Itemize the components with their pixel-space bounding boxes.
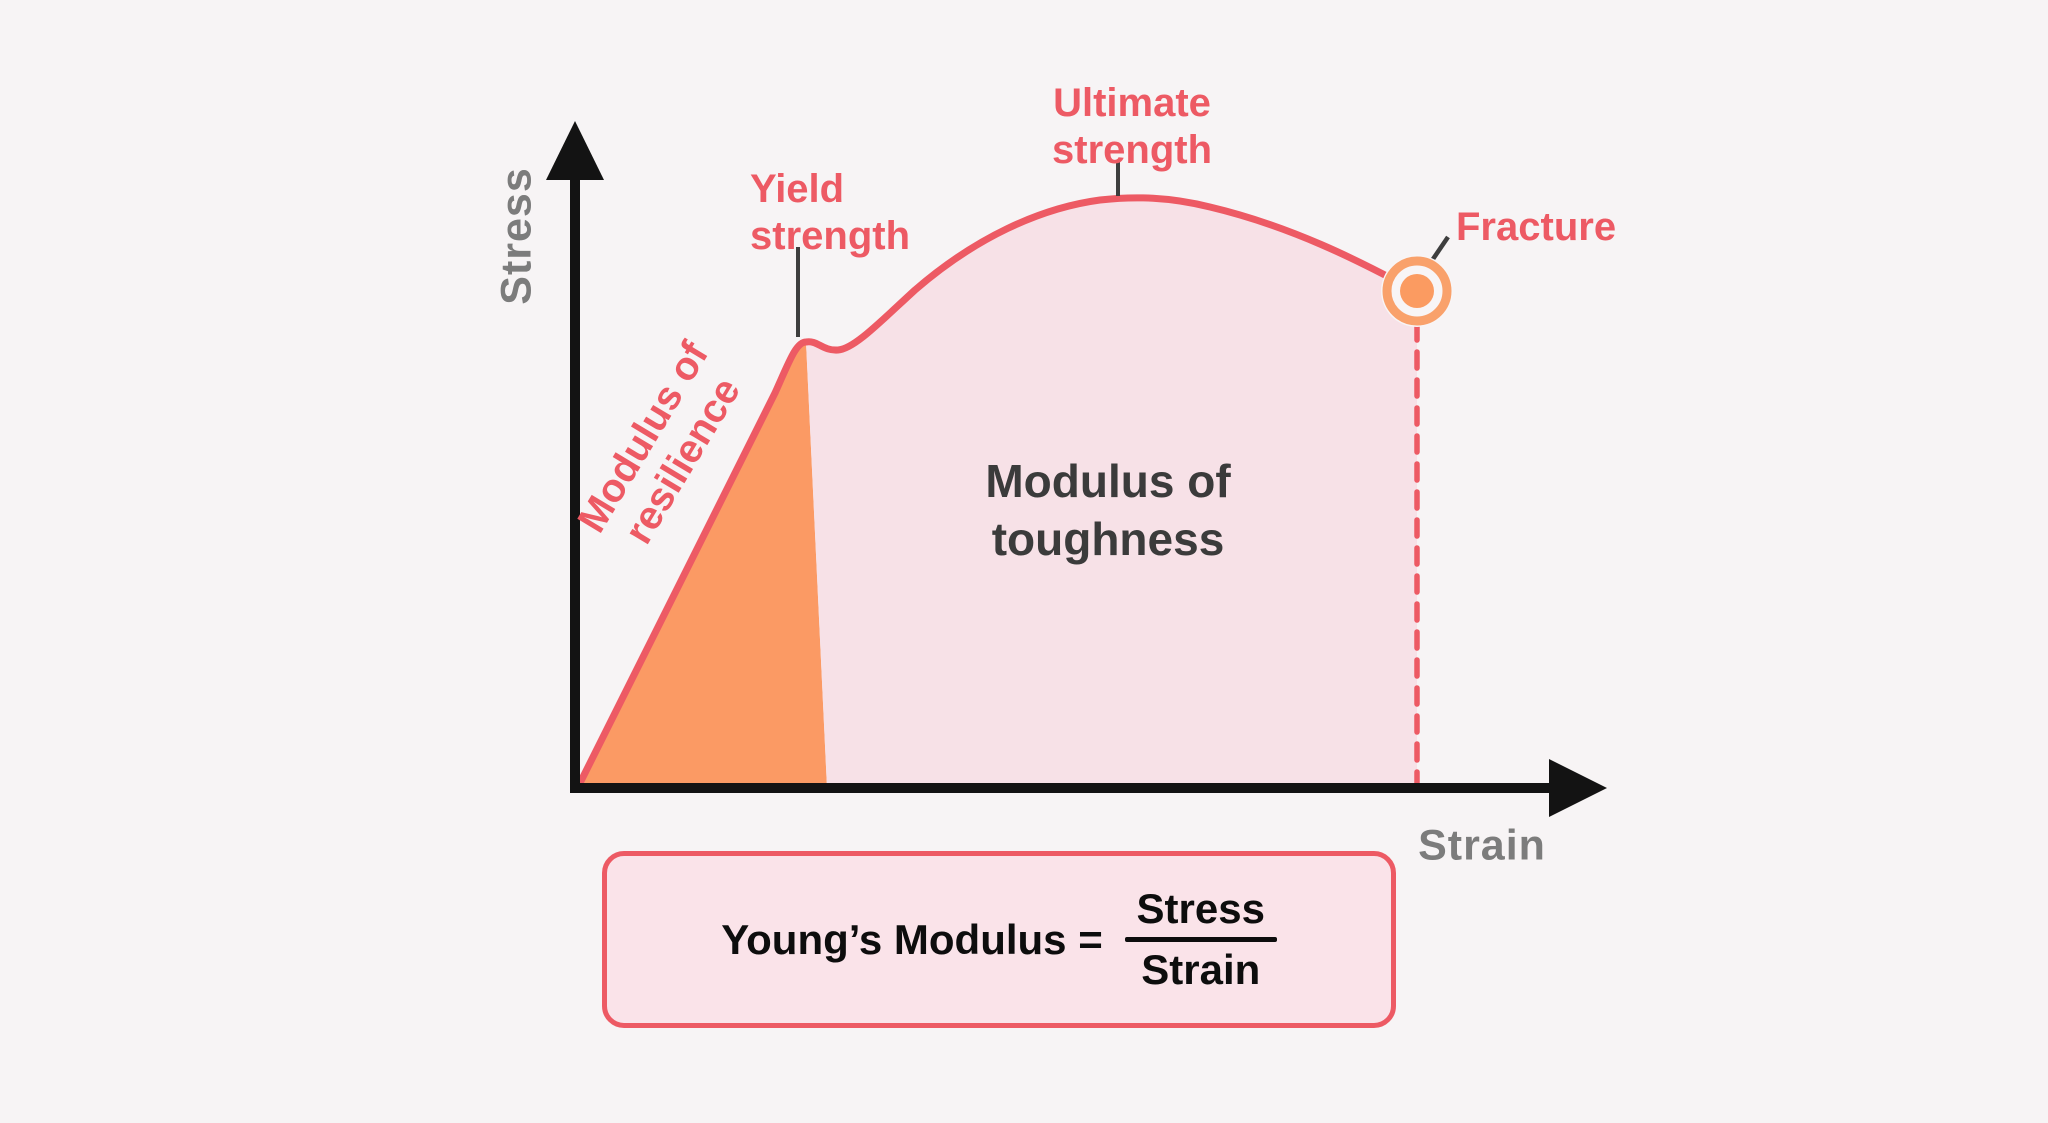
stress-strain-curve bbox=[574, 194, 1419, 791]
modulus-of-toughness-label: Modulus of toughness bbox=[985, 455, 1231, 565]
formula-fraction: Stress Strain bbox=[1124, 884, 1277, 993]
x-axis-arrowhead bbox=[1549, 759, 1607, 817]
yield-strength-label: Yield strength bbox=[750, 167, 910, 258]
resilience-area bbox=[578, 342, 827, 788]
y-axis-arrowhead bbox=[546, 121, 604, 180]
ultimate-strength-label: Ultimate strength bbox=[1052, 81, 1212, 172]
youngs-modulus-formula-box: Young’s Modulus = Stress Strain bbox=[602, 851, 1396, 1028]
toughness-area bbox=[806, 197, 1417, 789]
x-axis-label: Strain bbox=[1418, 821, 1546, 870]
fracture-label: Fracture bbox=[1456, 205, 1617, 249]
formula-lhs: Young’s Modulus = bbox=[721, 915, 1103, 963]
fraction-bar bbox=[1124, 937, 1277, 942]
y-axis-label: Stress bbox=[492, 167, 541, 305]
fraction-numerator: Stress bbox=[1136, 884, 1265, 932]
fracture-marker-ring bbox=[1382, 256, 1452, 326]
fracture-marker-dot bbox=[1400, 274, 1434, 308]
fraction-denominator: Strain bbox=[1141, 946, 1261, 993]
fracture-pointer-line bbox=[1429, 235, 1450, 264]
